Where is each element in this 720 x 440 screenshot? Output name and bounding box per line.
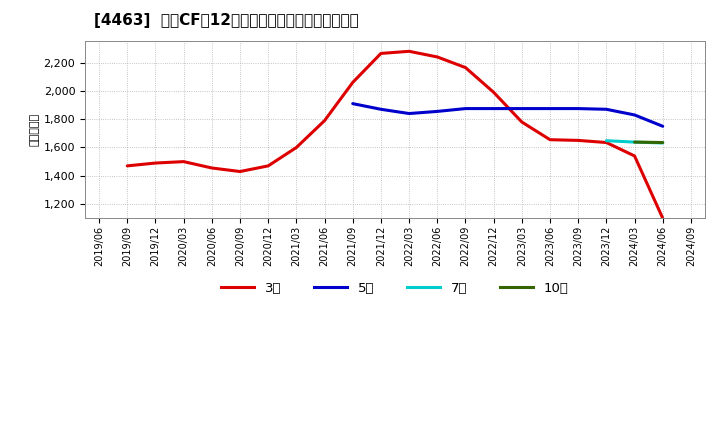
3年	[207, 165, 216, 171]
5年	[574, 106, 582, 111]
5年	[377, 106, 385, 112]
3年	[630, 153, 639, 158]
7年	[658, 140, 667, 146]
3年	[574, 138, 582, 143]
3年	[348, 80, 357, 85]
7年	[602, 138, 611, 143]
3年	[433, 54, 441, 59]
5年	[461, 106, 469, 111]
3年	[292, 145, 301, 150]
5年	[348, 101, 357, 106]
5年	[490, 106, 498, 111]
3年	[546, 137, 554, 142]
5年	[602, 106, 611, 112]
3年	[320, 118, 329, 123]
3年	[461, 65, 469, 70]
Line: 5年: 5年	[353, 104, 662, 126]
3年	[602, 140, 611, 145]
3年	[151, 161, 160, 166]
3年	[264, 163, 273, 169]
5年	[546, 106, 554, 111]
10年	[658, 140, 667, 145]
3年	[377, 51, 385, 56]
5年	[518, 106, 526, 111]
Legend: 3年, 5年, 7年, 10年: 3年, 5年, 7年, 10年	[216, 276, 574, 300]
Y-axis label: （百万円）: （百万円）	[30, 113, 40, 147]
3年	[658, 216, 667, 221]
3年	[235, 169, 244, 174]
Text: [4463]  営業CFの12か月移動合計の標準偏差の推移: [4463] 営業CFの12か月移動合計の標準偏差の推移	[94, 13, 359, 28]
5年	[630, 112, 639, 117]
3年	[179, 159, 188, 164]
Line: 7年: 7年	[606, 141, 662, 143]
10年	[630, 139, 639, 145]
3年	[490, 90, 498, 95]
5年	[658, 124, 667, 129]
5年	[433, 109, 441, 114]
3年	[405, 49, 413, 54]
3年	[123, 163, 132, 169]
5年	[405, 111, 413, 116]
Line: 3年: 3年	[127, 51, 662, 218]
7年	[630, 139, 639, 145]
3年	[518, 119, 526, 125]
